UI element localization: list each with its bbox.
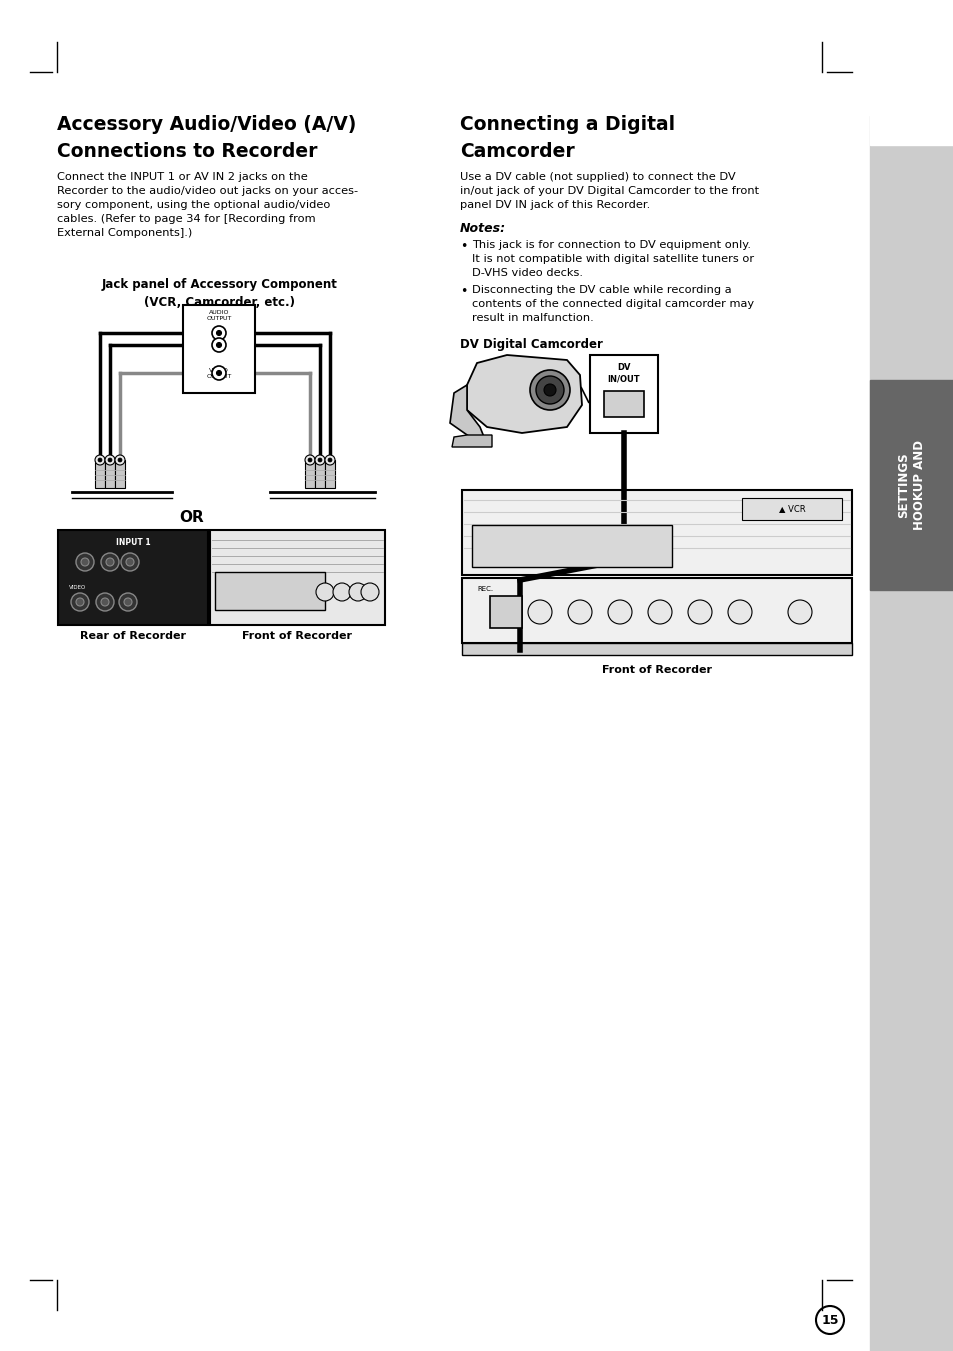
Circle shape — [530, 370, 569, 409]
Bar — [589, 355, 658, 434]
Circle shape — [787, 600, 811, 624]
Circle shape — [815, 1306, 843, 1333]
Circle shape — [95, 455, 105, 465]
Circle shape — [121, 553, 139, 571]
Circle shape — [216, 343, 221, 347]
Polygon shape — [452, 435, 492, 447]
Circle shape — [308, 458, 312, 462]
Text: 15: 15 — [821, 1313, 838, 1327]
Bar — [210, 530, 385, 626]
Bar — [461, 578, 851, 643]
Text: •: • — [459, 240, 467, 253]
Text: DV Digital Camcorder: DV Digital Camcorder — [459, 338, 602, 351]
Circle shape — [536, 376, 563, 404]
Circle shape — [349, 584, 367, 601]
Bar — [741, 499, 841, 520]
Circle shape — [76, 553, 94, 571]
Circle shape — [118, 458, 122, 462]
Bar — [183, 305, 254, 393]
Circle shape — [333, 584, 351, 601]
Bar — [869, 0, 953, 130]
Bar — [869, 380, 953, 590]
Circle shape — [607, 600, 631, 624]
Circle shape — [81, 558, 89, 566]
Text: Front of Recorder: Front of Recorder — [601, 665, 711, 676]
Bar — [105, 459, 115, 488]
Text: Rear of Recorder: Rear of Recorder — [80, 631, 186, 640]
Bar — [461, 643, 851, 655]
Circle shape — [106, 558, 113, 566]
Text: SETTINGS: SETTINGS — [897, 453, 909, 517]
Text: Connecting a Digital: Connecting a Digital — [459, 115, 675, 134]
Bar — [869, 0, 953, 1351]
Text: OR: OR — [179, 509, 204, 526]
Text: This jack is for connection to DV equipment only.
It is not compatible with digi: This jack is for connection to DV equipm… — [472, 240, 753, 278]
Circle shape — [212, 326, 226, 340]
Circle shape — [727, 600, 751, 624]
Circle shape — [647, 600, 671, 624]
Circle shape — [328, 458, 332, 462]
Polygon shape — [450, 385, 483, 436]
Circle shape — [567, 600, 592, 624]
Circle shape — [212, 338, 226, 353]
Circle shape — [115, 455, 125, 465]
Text: INPUT 1: INPUT 1 — [115, 538, 151, 547]
Bar — [58, 530, 208, 626]
Circle shape — [124, 598, 132, 607]
Circle shape — [108, 458, 112, 462]
Bar — [115, 459, 125, 488]
Text: Front of Recorder: Front of Recorder — [242, 631, 352, 640]
Circle shape — [119, 593, 137, 611]
Circle shape — [96, 593, 113, 611]
Text: Notes:: Notes: — [459, 222, 506, 235]
Circle shape — [527, 600, 552, 624]
Circle shape — [212, 366, 226, 380]
Circle shape — [543, 384, 556, 396]
Text: •: • — [459, 285, 467, 299]
Text: Connections to Recorder: Connections to Recorder — [57, 142, 317, 161]
Bar — [305, 459, 314, 488]
Circle shape — [216, 370, 221, 376]
Circle shape — [98, 458, 102, 462]
Polygon shape — [467, 355, 581, 434]
FancyBboxPatch shape — [490, 596, 521, 628]
Text: ▲ VCR: ▲ VCR — [778, 504, 804, 513]
Text: DV
IN/OUT: DV IN/OUT — [607, 363, 639, 384]
Circle shape — [76, 598, 84, 607]
Circle shape — [317, 458, 322, 462]
Bar — [314, 459, 325, 488]
Circle shape — [687, 600, 711, 624]
Text: VIDEO: VIDEO — [70, 585, 87, 590]
Text: Disconnecting the DV cable while recording a
contents of the connected digital c: Disconnecting the DV cable while recordi… — [472, 285, 753, 323]
Circle shape — [101, 598, 109, 607]
Bar — [869, 0, 953, 145]
Text: HOOKUP AND: HOOKUP AND — [913, 440, 925, 530]
Circle shape — [216, 331, 221, 335]
Text: Connect the INPUT 1 or AV IN 2 jacks on the
Recorder to the audio/video out jack: Connect the INPUT 1 or AV IN 2 jacks on … — [57, 172, 357, 238]
Circle shape — [314, 455, 325, 465]
FancyBboxPatch shape — [603, 390, 643, 417]
Text: Accessory Audio/Video (A/V): Accessory Audio/Video (A/V) — [57, 115, 356, 134]
Circle shape — [105, 455, 115, 465]
Text: Jack panel of Accessory Component
(VCR, Camcorder, etc.): Jack panel of Accessory Component (VCR, … — [102, 278, 337, 309]
Bar — [325, 459, 335, 488]
Bar — [854, 0, 953, 115]
Text: Use a DV cable (not supplied) to connect the DV
in/out jack of your DV Digital C: Use a DV cable (not supplied) to connect… — [459, 172, 759, 209]
Circle shape — [360, 584, 378, 601]
Circle shape — [315, 584, 334, 601]
Bar — [461, 490, 851, 576]
Bar — [472, 526, 671, 567]
Bar — [214, 571, 325, 611]
Circle shape — [325, 455, 335, 465]
Circle shape — [101, 553, 119, 571]
Text: REC.: REC. — [476, 586, 493, 592]
Circle shape — [71, 593, 89, 611]
Text: Camcorder: Camcorder — [459, 142, 574, 161]
Text: AUDIO
OUTPUT: AUDIO OUTPUT — [206, 309, 232, 320]
Bar — [95, 459, 105, 488]
Circle shape — [305, 455, 314, 465]
Text: VIDEO
OUTPUT: VIDEO OUTPUT — [206, 367, 232, 378]
Circle shape — [126, 558, 133, 566]
